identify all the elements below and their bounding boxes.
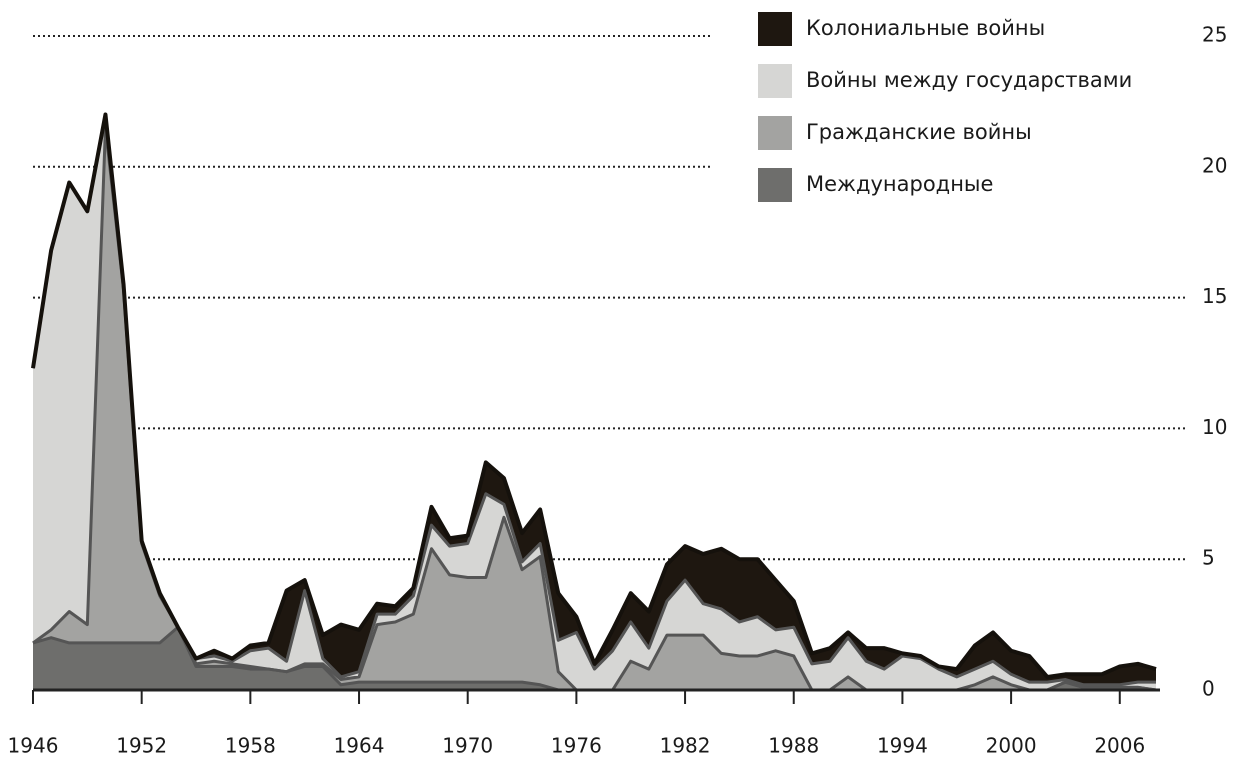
x-tick-label: 1970 <box>442 734 493 757</box>
x-tick-label: 1994 <box>877 734 928 757</box>
area <box>33 114 1156 685</box>
legend-label: Войны между государствами <box>806 68 1132 92</box>
area <box>33 627 1156 690</box>
area <box>33 114 1156 691</box>
area <box>33 127 1156 690</box>
y-tick-label: 5 <box>1202 546 1215 570</box>
x-tick-label: 1952 <box>116 734 167 757</box>
legend-label: Гражданские войны <box>806 120 1032 144</box>
y-tick-label: 0 <box>1202 677 1215 701</box>
y-tick-label: 15 <box>1202 284 1227 308</box>
legend-label: Международные <box>806 172 993 196</box>
x-tick-label: 1946 <box>8 734 59 757</box>
legend-swatch <box>758 116 792 150</box>
legend-swatch <box>758 168 792 202</box>
y-tick-label: 10 <box>1202 415 1227 439</box>
x-tick-label: 2006 <box>1094 734 1145 757</box>
legend-swatch <box>758 12 792 46</box>
x-tick-label: 1958 <box>225 734 276 757</box>
boundary-line <box>31 112 1156 687</box>
x-tick-label: 1982 <box>660 734 711 757</box>
x-tick-label: 1976 <box>551 734 602 757</box>
legend-label: Колониальные войны <box>806 16 1045 40</box>
x-tick-label: 1964 <box>334 734 385 757</box>
total-line <box>31 112 1157 679</box>
y-tick-label: 20 <box>1202 153 1227 177</box>
x-tick-label: 2000 <box>986 734 1037 757</box>
x-tick-label: 1988 <box>768 734 819 757</box>
y-tick-label: 25 <box>1202 23 1227 47</box>
legend-swatch <box>758 64 792 98</box>
boundary-line <box>32 126 1157 692</box>
